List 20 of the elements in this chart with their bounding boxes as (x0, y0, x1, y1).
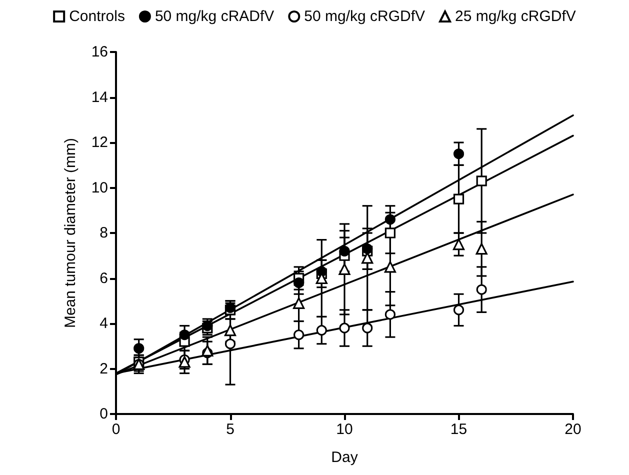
x-tick-label: 0 (112, 421, 120, 438)
y-tick-label: 6 (100, 270, 108, 287)
legend-label: 50 mg/kg cRADfV (154, 8, 274, 25)
legend-label: 50 mg/kg cRGDfV (304, 8, 426, 25)
y-tick-label: 8 (100, 224, 108, 242)
x-tick-label: 20 (564, 421, 582, 438)
x-axis-title: Day (331, 449, 358, 466)
y-tick-label: 14 (91, 88, 108, 106)
y-tick-label: 16 (91, 44, 108, 60)
y-tick-label: 0 (100, 406, 108, 422)
y-axis-title: Mean tumour diameter (mm) (62, 138, 79, 328)
legend-label: 25 mg/kg cRGDfV (455, 8, 576, 25)
x-tick-label: 15 (450, 421, 468, 438)
y-tick-label: 4 (100, 315, 108, 332)
x-tick-label: 10 (336, 421, 353, 438)
y-tick-label: 2 (100, 360, 108, 378)
legend-label: Controls (69, 8, 125, 25)
y-tick-label: 10 (91, 179, 108, 196)
y-tick-label: 12 (91, 134, 108, 151)
x-tick-label: 5 (226, 421, 234, 438)
